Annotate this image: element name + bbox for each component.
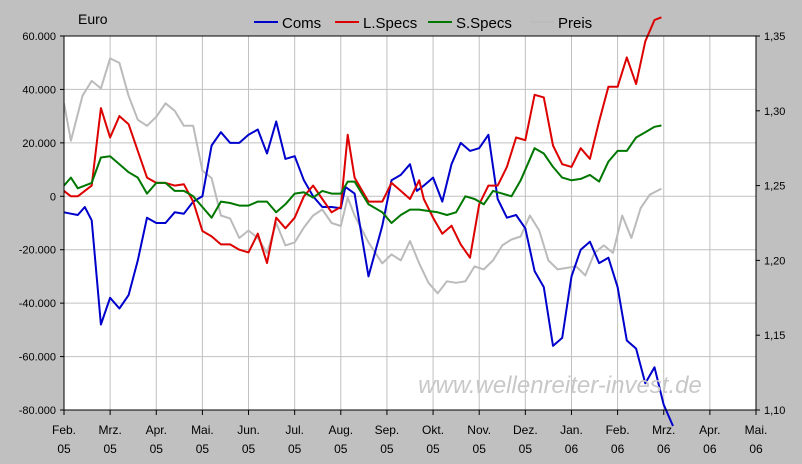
y-left-tick-label: -40.000 [19, 298, 56, 310]
x-tick-month: Aug. [328, 423, 353, 437]
legend-item-s-specs: S.Specs [428, 15, 512, 32]
x-tick-year: 05 [103, 442, 117, 456]
legend-item-l-specs: L.Specs [335, 15, 417, 32]
x-tick-month: Sep. [375, 423, 400, 437]
x-tick-month: Mai. [191, 423, 214, 437]
y-right-tick-label: 1,25 [764, 181, 785, 193]
x-tick-year: 05 [196, 442, 210, 456]
y-left-tick-label: -60.000 [19, 352, 56, 364]
x-tick-labels: Feb. 05 Mrz. 05 Apr. 05 Mai. 05 Jun. 05 Jul. 05 Aug.… [52, 423, 767, 456]
x-tick-year: 05 [242, 442, 256, 456]
unit-label: Euro [78, 11, 108, 27]
x-tick-year: 05 [150, 442, 164, 456]
x-tick-year: 05 [334, 442, 348, 456]
y-right-tick-label: 1,15 [764, 330, 785, 342]
x-tick-year: 05 [57, 442, 71, 456]
grid [64, 36, 756, 410]
y-left-tick-label: -20.000 [19, 245, 56, 257]
x-tick-month: Feb. [52, 423, 76, 437]
legend-label: Preis [558, 15, 592, 32]
x-tick-year: 06 [565, 442, 579, 456]
x-tick-year: 06 [703, 442, 717, 456]
x-tick-month: Apr. [699, 423, 720, 437]
series-line-preis [63, 57, 662, 295]
x-tick-year: 05 [288, 442, 302, 456]
plot-area [64, 36, 756, 410]
x-tick-year: 05 [473, 442, 487, 456]
x-tick-month: Feb. [606, 423, 630, 437]
x-tick-year: 05 [519, 442, 533, 456]
y-right-tick-label: 1,35 [764, 31, 785, 43]
series-line-coms [63, 120, 674, 427]
x-tick-year: 05 [426, 442, 440, 456]
series-lines [63, 16, 674, 427]
y-left-tick-labels: 60.000 40.000 20.000 0 -20.000 -40.000 -60.000… [19, 31, 56, 417]
legend-item-preis: Preis [530, 15, 592, 32]
x-tick-month: Jan. [560, 423, 583, 437]
y-left-tick-label: 60.000 [22, 31, 56, 43]
x-tick-month: Mrz. [98, 423, 121, 437]
y-left-tick-label: 40.000 [22, 84, 56, 96]
axis-ticks [60, 35, 760, 415]
x-tick-month: Mai. [745, 423, 768, 437]
x-tick-month: Dez. [513, 423, 538, 437]
legend-label: Coms [282, 15, 321, 32]
legend-label: S.Specs [456, 15, 512, 32]
legend-item-coms: Coms [254, 15, 321, 32]
x-tick-year: 05 [380, 442, 394, 456]
watermark: www.wellenreiter-invest.de [418, 372, 702, 399]
legend-label: L.Specs [363, 15, 417, 32]
x-tick-month: Jul. [285, 423, 304, 437]
y-right-tick-labels: 1,35 1,30 1,25 1,20 1,15 1,10 [764, 31, 785, 417]
y-left-tick-label: -80.000 [19, 405, 56, 417]
y-left-tick-label: 0 [50, 191, 56, 203]
y-left-tick-label: 20.000 [22, 138, 56, 150]
x-tick-month: Nov. [467, 423, 491, 437]
y-right-tick-label: 1,10 [764, 405, 785, 417]
x-tick-month: Apr. [146, 423, 167, 437]
y-right-tick-label: 1,30 [764, 106, 785, 118]
series-line-s-specs [63, 124, 662, 224]
plot-border [63, 35, 757, 411]
x-tick-month: Jun. [237, 423, 260, 437]
x-tick-year: 06 [611, 442, 625, 456]
x-tick-year: 06 [657, 442, 671, 456]
x-tick-year: 06 [749, 442, 763, 456]
x-tick-month: Mrz. [652, 423, 675, 437]
y-right-tick-label: 1,20 [764, 255, 785, 267]
legend: Coms L.Specs S.Specs Preis [254, 15, 592, 32]
x-tick-month: Okt. [422, 423, 444, 437]
